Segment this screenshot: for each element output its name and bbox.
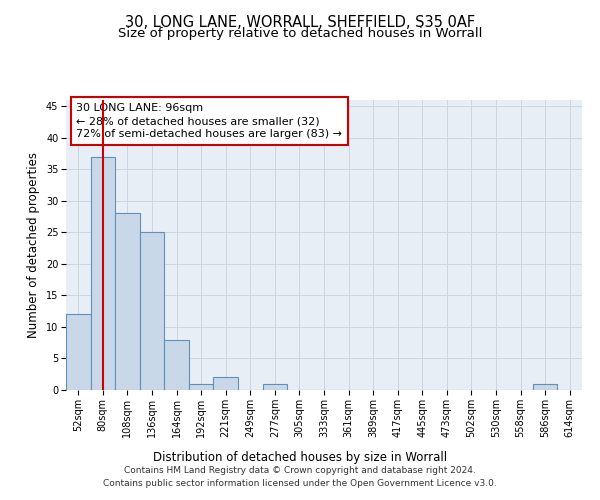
Text: Size of property relative to detached houses in Worrall: Size of property relative to detached ho…: [118, 28, 482, 40]
Text: Distribution of detached houses by size in Worrall: Distribution of detached houses by size …: [153, 451, 447, 464]
Bar: [140, 232, 164, 390]
Y-axis label: Number of detached properties: Number of detached properties: [28, 152, 40, 338]
Bar: [214, 378, 238, 390]
Bar: [189, 384, 214, 390]
Bar: [66, 314, 91, 390]
Bar: [91, 156, 115, 390]
Text: Contains HM Land Registry data © Crown copyright and database right 2024.
Contai: Contains HM Land Registry data © Crown c…: [103, 466, 497, 487]
Text: 30 LONG LANE: 96sqm
← 28% of detached houses are smaller (32)
72% of semi-detach: 30 LONG LANE: 96sqm ← 28% of detached ho…: [76, 103, 343, 140]
Bar: [115, 214, 140, 390]
Text: 30, LONG LANE, WORRALL, SHEFFIELD, S35 0AF: 30, LONG LANE, WORRALL, SHEFFIELD, S35 0…: [125, 15, 475, 30]
Bar: [533, 384, 557, 390]
Bar: [263, 384, 287, 390]
Bar: [164, 340, 189, 390]
